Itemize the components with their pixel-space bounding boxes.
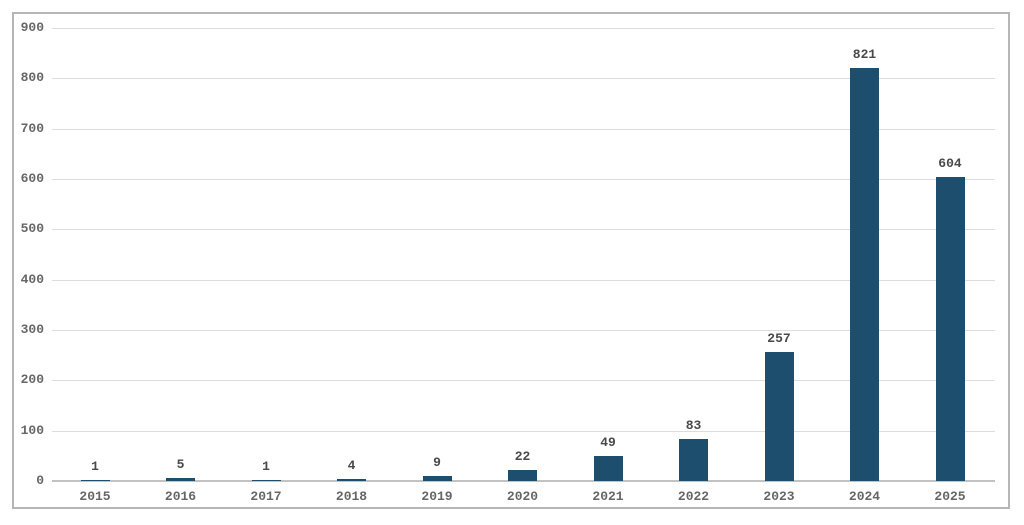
y-axis-tick-label: 100 <box>20 422 44 438</box>
bar-value-label: 5 <box>176 457 185 473</box>
gridline <box>52 279 995 281</box>
y-axis-tick-label: 0 <box>36 473 44 488</box>
bar <box>679 439 708 481</box>
gridline <box>52 128 995 130</box>
y-axis-tick-label: 700 <box>20 120 44 136</box>
bar <box>593 456 623 481</box>
y-axis-tick-label: 400 <box>20 271 44 287</box>
gridline <box>52 380 995 382</box>
x-axis-tick-label: 2015 <box>79 489 111 504</box>
y-axis-tick-label: 500 <box>20 221 44 237</box>
bar-value-label: 83 <box>685 418 702 434</box>
y-axis-tick-label: 600 <box>20 171 44 186</box>
x-axis-tick-label: 2019 <box>421 489 453 504</box>
bar <box>764 351 794 481</box>
x-axis-tick-label: 2020 <box>506 489 539 504</box>
bar-value-label: 4 <box>347 457 356 473</box>
y-axis-tick-label: 800 <box>20 70 44 86</box>
gridline <box>52 330 995 331</box>
bar-value-label: 1 <box>91 459 99 475</box>
x-axis-tick-label: 2024 <box>848 489 881 504</box>
bar <box>251 480 281 481</box>
x-axis-tick-label: 2022 <box>677 489 710 504</box>
x-axis-tick-label: 2016 <box>164 489 197 504</box>
x-axis-tick-label: 2025 <box>934 489 966 504</box>
bar-value-label: 49 <box>600 435 616 451</box>
y-axis-tick-label: 200 <box>20 372 44 388</box>
bar-value-label: 604 <box>938 155 962 171</box>
gridline <box>52 179 995 180</box>
bar-value-label: 821 <box>852 46 877 62</box>
x-axis-tick-label: 2017 <box>250 489 282 504</box>
bar <box>166 478 195 481</box>
bar <box>935 176 965 481</box>
gridline <box>52 430 995 432</box>
bar <box>508 469 537 481</box>
bar <box>422 476 452 481</box>
chart-frame: 0 100 200 300 400 500 600 700 800 900 1 2015 5 2016 1 2… <box>12 12 1010 509</box>
gridline <box>52 78 995 80</box>
bar <box>850 67 879 481</box>
x-axis-line <box>52 480 995 482</box>
bar-value-label: 22 <box>514 448 531 464</box>
x-axis-tick-label: 2023 <box>763 489 795 504</box>
x-axis-tick-label: 2018 <box>335 489 368 504</box>
gridline <box>52 28 995 29</box>
x-axis-tick-label: 2021 <box>592 489 624 504</box>
plot-area: 0 100 200 300 400 500 600 700 800 900 1 2015 5 2016 1 2… <box>14 14 1008 507</box>
bar <box>80 480 110 481</box>
gridline <box>52 229 995 231</box>
bar-value-label: 1 <box>262 459 270 475</box>
y-axis-tick-label: 300 <box>20 322 44 337</box>
bar-value-label: 9 <box>433 455 441 471</box>
bar-value-label: 257 <box>767 330 791 346</box>
y-axis-tick-label: 900 <box>20 20 44 35</box>
bar <box>337 478 366 481</box>
